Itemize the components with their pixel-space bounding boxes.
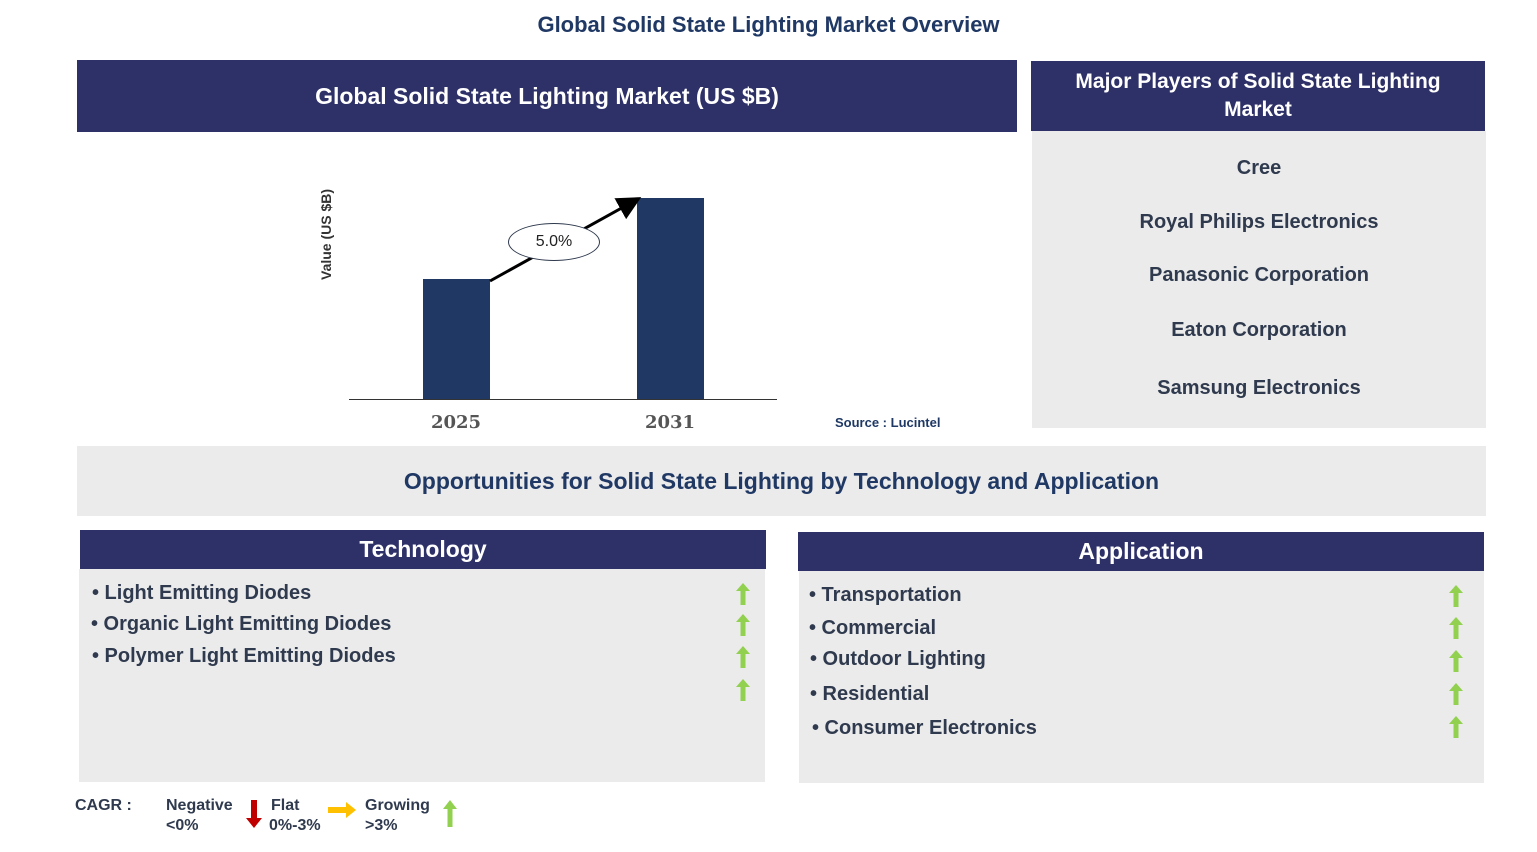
player-item: Panasonic Corporation — [1148, 264, 1370, 286]
source-label: Source : Lucintel — [835, 415, 941, 430]
technology-item: • Light Emitting Diodes — [92, 582, 312, 604]
application-list: • Transportation • Commercial • Outdoor … — [799, 571, 1484, 783]
bar-2025 — [423, 279, 490, 399]
legend-negative-line2: <0% — [166, 817, 199, 834]
opportunities-title: Opportunities for Solid State Lighting b… — [77, 446, 1486, 516]
technology-list: • Light Emitting Diodes • Organic Light … — [79, 569, 765, 782]
x-tick-2025: 2025 — [430, 412, 482, 433]
growing-arrow-icon — [736, 679, 750, 701]
page-title: Global Solid State Lighting Market Overv… — [537, 12, 1000, 37]
legend-label: CAGR : — [75, 797, 132, 814]
player-item: Eaton Corporation — [1171, 319, 1347, 341]
technology-item: • Organic Light Emitting Diodes — [91, 613, 392, 635]
growing-arrow-icon — [443, 800, 457, 827]
player-item: Cree — [1236, 157, 1282, 179]
growing-arrow-icon — [1449, 585, 1463, 607]
bar-chart: Value (US $B) 2025 2031 5.0% — [300, 140, 1000, 440]
legend-growing-line2: >3% — [365, 817, 398, 834]
application-item: • Consumer Electronics — [812, 717, 1037, 739]
negative-arrow-icon — [246, 800, 262, 828]
player-item: Samsung Electronics — [1157, 377, 1361, 399]
legend-growing-line1: Growing — [365, 797, 430, 814]
players-header: Major Players of Solid State Lighting Ma… — [1031, 61, 1485, 131]
application-item: • Residential — [810, 683, 930, 705]
technology-header: Technology — [80, 530, 766, 569]
x-tick-2031: 2031 — [644, 412, 696, 433]
players-list: Cree Royal Philips Electronics Panasonic… — [1032, 131, 1486, 428]
application-item: • Commercial — [809, 617, 937, 639]
application-item: • Outdoor Lighting — [810, 648, 986, 670]
x-axis-line — [349, 399, 777, 400]
cagr-arrow-icon — [489, 197, 642, 283]
growing-arrow-icon — [736, 646, 750, 668]
application-item: • Transportation — [809, 584, 962, 606]
growing-arrow-icon — [736, 583, 750, 605]
chart-header: Global Solid State Lighting Market (US $… — [77, 60, 1017, 132]
growing-arrow-icon — [736, 614, 750, 636]
growing-arrow-icon — [1449, 650, 1463, 672]
growing-arrow-icon — [1449, 683, 1463, 705]
legend-negative-line1: Negative — [166, 797, 233, 814]
bar-2031 — [637, 198, 704, 399]
player-item: Royal Philips Electronics — [1139, 211, 1379, 233]
legend-flat-line1: Flat — [271, 797, 300, 814]
application-header: Application — [798, 532, 1484, 571]
cagr-bubble: 5.0% — [508, 223, 600, 261]
growing-arrow-icon — [1449, 617, 1463, 639]
technology-item: • Polymer Light Emitting Diodes — [92, 645, 396, 667]
growing-arrow-icon — [1449, 716, 1463, 738]
flat-arrow-icon — [328, 802, 356, 818]
legend-flat-line2: 0%-3% — [269, 817, 321, 834]
